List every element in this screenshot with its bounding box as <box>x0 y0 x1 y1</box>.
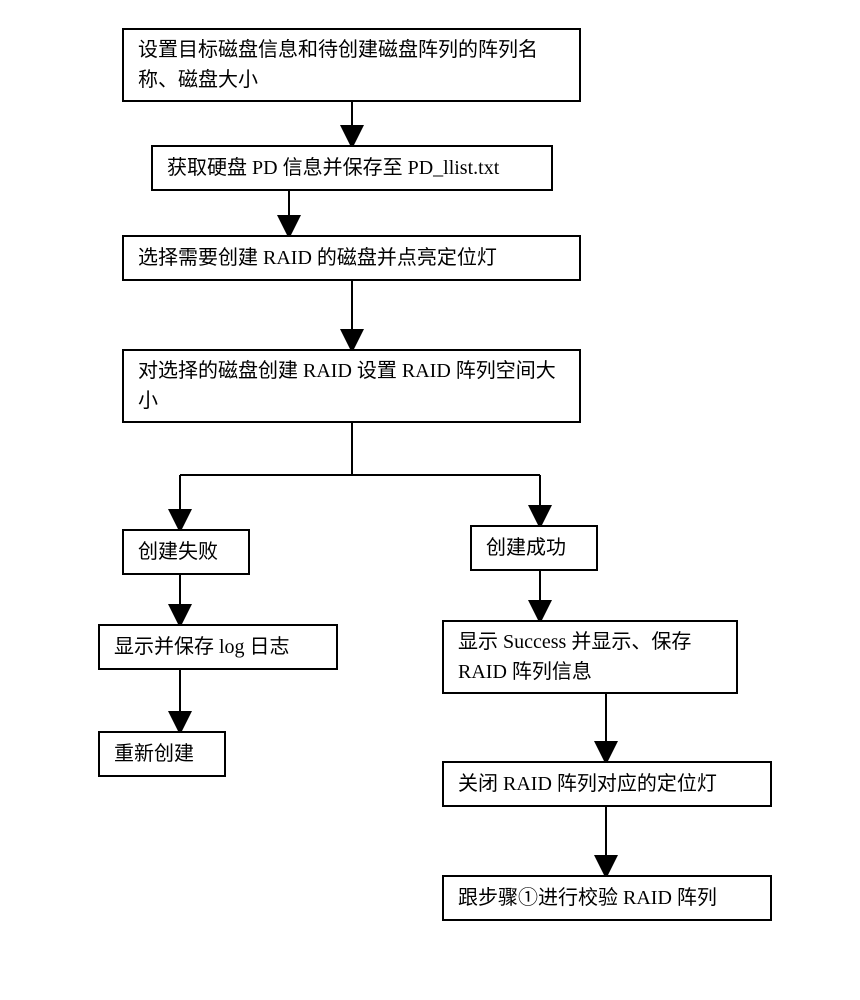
flowchart-node-label: 选择需要创建 RAID 的磁盘并点亮定位灯 <box>138 243 497 273</box>
flowchart-node-n2: 获取硬盘 PD 信息并保存至 PD_llist.txt <box>151 145 553 191</box>
flowchart-node-n8: 显示 Success 并显示、保存 RAID 阵列信息 <box>442 620 738 694</box>
flowchart-node-n4: 对选择的磁盘创建 RAID 设置 RAID 阵列空间大小 <box>122 349 581 423</box>
flowchart-node-n3: 选择需要创建 RAID 的磁盘并点亮定位灯 <box>122 235 581 281</box>
flowchart-node-n9: 重新创建 <box>98 731 226 777</box>
flowchart-node-label: 创建成功 <box>486 533 566 563</box>
flowchart-node-n10: 关闭 RAID 阵列对应的定位灯 <box>442 761 772 807</box>
flowchart-node-label: 显示并保存 log 日志 <box>114 632 290 662</box>
flowchart-node-n11: 跟步骤①进行校验 RAID 阵列 <box>442 875 772 921</box>
flowchart-node-n6: 创建成功 <box>470 525 598 571</box>
flowchart-node-label: 显示 Success 并显示、保存 RAID 阵列信息 <box>458 627 722 687</box>
flowchart-node-n1: 设置目标磁盘信息和待创建磁盘阵列的阵列名称、磁盘大小 <box>122 28 581 102</box>
flowchart-node-label: 关闭 RAID 阵列对应的定位灯 <box>458 769 717 799</box>
flowchart-node-n5: 创建失败 <box>122 529 250 575</box>
flowchart-node-label: 对选择的磁盘创建 RAID 设置 RAID 阵列空间大小 <box>138 356 565 416</box>
flowchart-node-n7: 显示并保存 log 日志 <box>98 624 338 670</box>
flowchart-node-label: 设置目标磁盘信息和待创建磁盘阵列的阵列名称、磁盘大小 <box>138 35 565 95</box>
flowchart-node-label: 跟步骤①进行校验 RAID 阵列 <box>458 883 717 913</box>
flowchart-node-label: 创建失败 <box>138 537 218 567</box>
flowchart-node-label: 获取硬盘 PD 信息并保存至 PD_llist.txt <box>167 153 499 183</box>
flowchart-node-label: 重新创建 <box>114 739 194 769</box>
